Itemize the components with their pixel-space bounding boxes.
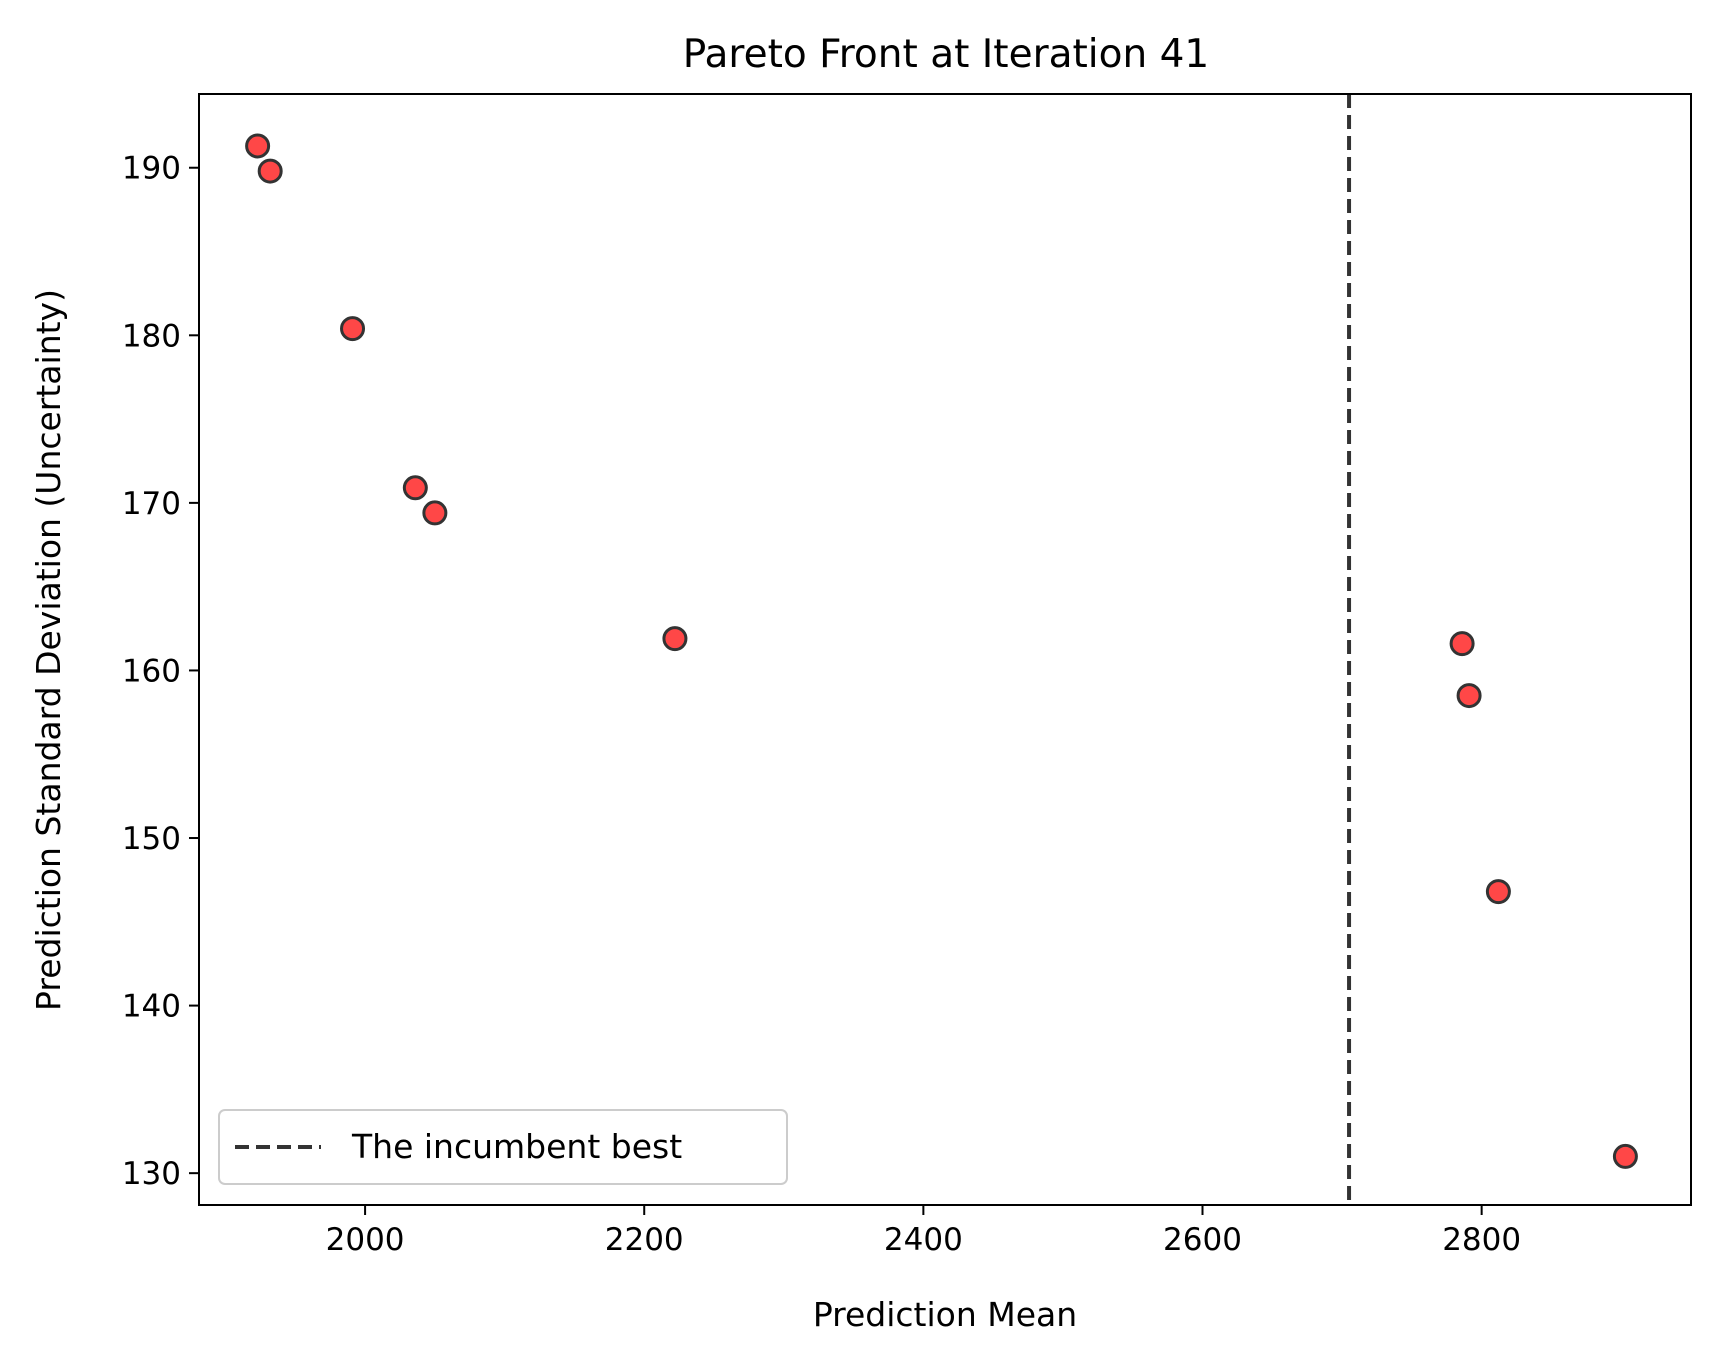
x-axis: 2000 2200 2400 2600 2800 — [326, 1205, 1521, 1258]
y-tick-label: 180 — [122, 318, 181, 354]
y-tick-label: 170 — [122, 486, 181, 522]
x-tick-label: 2200 — [605, 1222, 684, 1258]
y-tick-label: 150 — [122, 821, 181, 857]
scatter-point — [1449, 631, 1475, 657]
x-tick-label: 2000 — [326, 1222, 405, 1258]
y-tick-label: 190 — [122, 151, 181, 187]
scatter-point — [340, 316, 366, 342]
scatter-point — [402, 475, 428, 501]
plot-area — [198, 93, 1692, 1206]
scatter-point — [257, 158, 283, 184]
legend: The incumbent best — [218, 1109, 788, 1185]
points-layer — [245, 133, 1638, 1169]
legend-frame — [218, 1109, 788, 1185]
scatter-point — [245, 133, 271, 159]
scatter-point — [1612, 1143, 1638, 1169]
scatter-point — [1456, 683, 1482, 709]
x-tick-label: 2800 — [1442, 1222, 1521, 1258]
y-axis: 130 140 150 160 170 180 190 — [122, 151, 199, 1192]
scatter-point — [662, 626, 688, 652]
chart-title: Pareto Front at Iteration 41 — [683, 32, 1209, 77]
y-axis-label: Prediction Standard Deviation (Uncertain… — [29, 289, 68, 1011]
y-tick-label: 140 — [122, 989, 181, 1025]
y-tick-label: 160 — [122, 653, 181, 689]
scatter-point — [1485, 879, 1511, 905]
x-tick-label: 2600 — [1163, 1222, 1242, 1258]
plot-frame — [198, 93, 1692, 1206]
scatter-point — [422, 500, 448, 526]
x-axis-label: Prediction Mean — [813, 1295, 1077, 1334]
x-tick-label: 2400 — [884, 1222, 963, 1258]
legend-label: The incumbent best — [351, 1127, 682, 1166]
y-tick-label: 130 — [122, 1156, 181, 1192]
